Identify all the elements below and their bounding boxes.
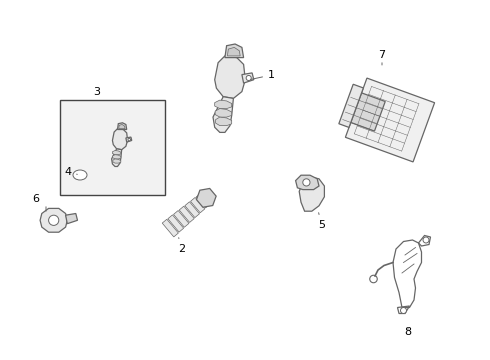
Polygon shape	[112, 150, 121, 155]
Polygon shape	[191, 197, 205, 213]
Text: 4: 4	[64, 167, 77, 177]
Polygon shape	[351, 93, 385, 131]
Polygon shape	[113, 155, 121, 159]
Polygon shape	[215, 56, 245, 98]
Circle shape	[49, 215, 59, 225]
Polygon shape	[295, 175, 319, 190]
Polygon shape	[213, 97, 233, 132]
Polygon shape	[225, 44, 244, 58]
Text: 3: 3	[93, 87, 100, 97]
Polygon shape	[242, 73, 254, 83]
Text: 1: 1	[251, 70, 275, 80]
Polygon shape	[118, 123, 127, 130]
Polygon shape	[126, 137, 132, 142]
Polygon shape	[339, 84, 364, 127]
Polygon shape	[216, 117, 232, 126]
Polygon shape	[168, 215, 184, 232]
Polygon shape	[40, 208, 67, 232]
Polygon shape	[299, 177, 324, 211]
Polygon shape	[196, 193, 210, 208]
Text: 6: 6	[32, 194, 40, 204]
Polygon shape	[227, 48, 240, 56]
Circle shape	[303, 179, 310, 186]
Circle shape	[246, 76, 251, 81]
Polygon shape	[345, 78, 435, 162]
Bar	[60, 100, 165, 195]
Text: 5: 5	[318, 213, 325, 230]
Polygon shape	[112, 149, 122, 166]
Polygon shape	[66, 213, 77, 224]
Polygon shape	[113, 159, 121, 163]
Ellipse shape	[73, 170, 87, 180]
Text: 8: 8	[404, 327, 412, 337]
Polygon shape	[215, 100, 232, 109]
Polygon shape	[179, 206, 194, 222]
Text: 7: 7	[378, 50, 386, 60]
Circle shape	[423, 237, 429, 243]
Polygon shape	[119, 125, 125, 129]
Text: 2: 2	[178, 238, 185, 254]
Polygon shape	[173, 211, 189, 227]
Circle shape	[400, 307, 407, 314]
Circle shape	[128, 138, 130, 141]
Polygon shape	[196, 189, 216, 207]
Polygon shape	[162, 219, 178, 237]
Polygon shape	[215, 109, 232, 117]
Polygon shape	[185, 202, 199, 217]
Polygon shape	[112, 129, 127, 150]
